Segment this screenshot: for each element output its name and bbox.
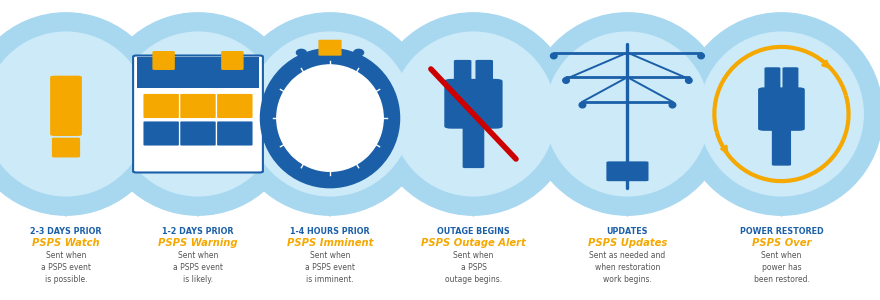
- Text: PSPS Watch: PSPS Watch: [33, 238, 99, 248]
- Ellipse shape: [248, 32, 412, 196]
- FancyBboxPatch shape: [217, 94, 253, 118]
- FancyBboxPatch shape: [217, 122, 253, 146]
- FancyBboxPatch shape: [50, 76, 82, 136]
- Text: PSPS Updates: PSPS Updates: [588, 238, 667, 248]
- FancyBboxPatch shape: [152, 51, 175, 70]
- Ellipse shape: [277, 65, 383, 171]
- Text: Sent as needed and
when restoration
work begins.: Sent as needed and when restoration work…: [590, 250, 665, 284]
- Ellipse shape: [546, 32, 709, 196]
- FancyBboxPatch shape: [136, 57, 260, 88]
- FancyBboxPatch shape: [180, 122, 216, 146]
- Ellipse shape: [579, 102, 586, 108]
- FancyBboxPatch shape: [758, 87, 805, 131]
- Ellipse shape: [66, 58, 198, 170]
- Text: PSPS Outage Alert: PSPS Outage Alert: [421, 238, 526, 248]
- FancyBboxPatch shape: [221, 51, 244, 70]
- FancyBboxPatch shape: [475, 60, 493, 86]
- Ellipse shape: [330, 58, 473, 170]
- FancyBboxPatch shape: [143, 94, 179, 118]
- Text: Sent when
a PSPS event
is likely.: Sent when a PSPS event is likely.: [173, 250, 223, 284]
- Text: 1-2 DAYS PRIOR: 1-2 DAYS PRIOR: [162, 226, 234, 236]
- FancyBboxPatch shape: [463, 124, 484, 168]
- Text: 1-4 HOURS PRIOR: 1-4 HOURS PRIOR: [290, 226, 370, 236]
- FancyBboxPatch shape: [180, 94, 216, 118]
- Polygon shape: [441, 185, 506, 216]
- FancyBboxPatch shape: [782, 67, 798, 92]
- Polygon shape: [165, 185, 231, 216]
- Ellipse shape: [260, 49, 400, 188]
- Text: POWER RESTORED: POWER RESTORED: [739, 226, 824, 236]
- Ellipse shape: [0, 32, 148, 196]
- Ellipse shape: [563, 78, 569, 83]
- Ellipse shape: [198, 58, 330, 170]
- Text: Sent when
a PSPS event
is possible.: Sent when a PSPS event is possible.: [41, 250, 91, 284]
- FancyBboxPatch shape: [143, 122, 179, 146]
- Ellipse shape: [698, 53, 704, 59]
- FancyBboxPatch shape: [52, 138, 80, 158]
- FancyBboxPatch shape: [772, 126, 791, 166]
- Ellipse shape: [700, 32, 863, 196]
- Ellipse shape: [669, 102, 676, 108]
- Ellipse shape: [354, 49, 363, 56]
- Polygon shape: [595, 185, 660, 216]
- Polygon shape: [749, 185, 814, 216]
- FancyBboxPatch shape: [133, 56, 263, 172]
- Text: 2-3 DAYS PRIOR: 2-3 DAYS PRIOR: [30, 226, 102, 236]
- FancyBboxPatch shape: [606, 161, 649, 181]
- Ellipse shape: [551, 53, 557, 59]
- Ellipse shape: [229, 13, 431, 215]
- FancyBboxPatch shape: [765, 67, 781, 92]
- Ellipse shape: [686, 78, 692, 83]
- Ellipse shape: [627, 58, 781, 170]
- FancyBboxPatch shape: [454, 60, 472, 86]
- FancyBboxPatch shape: [319, 40, 341, 56]
- Ellipse shape: [97, 13, 299, 215]
- Text: PSPS Warning: PSPS Warning: [158, 238, 238, 248]
- Ellipse shape: [372, 13, 575, 215]
- FancyBboxPatch shape: [444, 79, 502, 129]
- Ellipse shape: [473, 58, 627, 170]
- Text: OUTAGE BEGINS: OUTAGE BEGINS: [437, 226, 510, 236]
- Ellipse shape: [0, 13, 167, 215]
- Polygon shape: [33, 185, 99, 216]
- Ellipse shape: [680, 13, 880, 215]
- Ellipse shape: [392, 32, 555, 196]
- Ellipse shape: [297, 49, 306, 56]
- Text: PSPS Imminent: PSPS Imminent: [287, 238, 373, 248]
- Text: UPDATES: UPDATES: [606, 226, 649, 236]
- Text: Sent when
power has
been restored.: Sent when power has been restored.: [753, 250, 810, 284]
- Text: PSPS Over: PSPS Over: [752, 238, 811, 248]
- Ellipse shape: [116, 32, 280, 196]
- Ellipse shape: [526, 13, 729, 215]
- Polygon shape: [297, 185, 363, 216]
- Text: Sent when
a PSPS
outage begins.: Sent when a PSPS outage begins.: [445, 250, 502, 284]
- Text: Sent when
a PSPS event
is imminent.: Sent when a PSPS event is imminent.: [305, 250, 355, 284]
